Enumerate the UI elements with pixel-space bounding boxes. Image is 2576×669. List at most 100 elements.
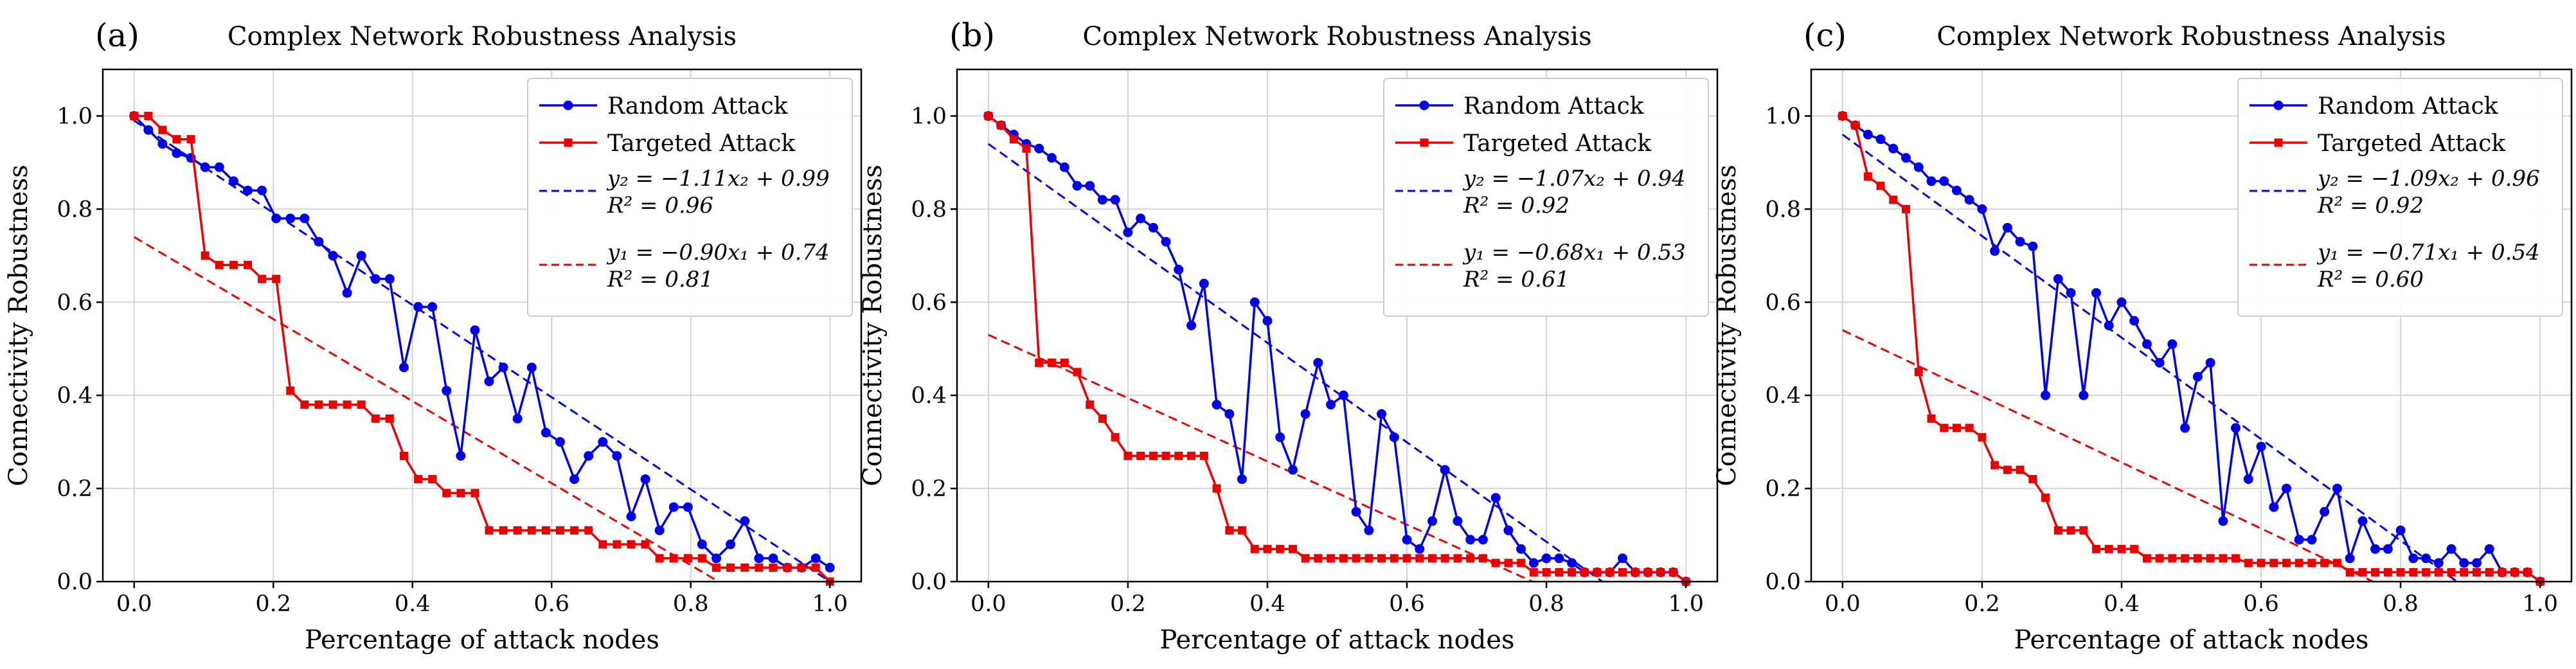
targeted-attack-point [1149, 451, 1158, 460]
random-attack-point [1440, 465, 1450, 475]
legend-fit-targeted-equation: y₁ = −0.90x₁ + 0.74 [606, 240, 830, 265]
y-axis-label: Connectivity Robustness [858, 165, 888, 486]
legend-fit-random-equation: y₂ = −1.11x₂ + 0.99 [606, 166, 830, 192]
targeted-attack-point [1555, 568, 1564, 577]
targeted-attack-point [1440, 554, 1449, 563]
targeted-attack-point [1529, 568, 1538, 577]
x-axis-label: Percentage of attack nodes [2014, 625, 2368, 655]
targeted-attack-point [1225, 526, 1234, 535]
random-attack-point [2320, 506, 2330, 517]
targeted-attack-point [712, 563, 721, 572]
targeted-attack-point [2079, 526, 2088, 535]
targeted-attack-point [1568, 568, 1577, 577]
y-tick-label: 0.6 [57, 290, 93, 316]
random-attack-point [754, 553, 764, 564]
random-attack-point [228, 176, 238, 186]
legend-fit-random-r2: R² = 0.92 [1463, 193, 1570, 219]
x-tick-label: 1.0 [1668, 591, 1704, 617]
targeted-attack-point [627, 540, 636, 549]
targeted-attack-point [1978, 433, 1987, 442]
targeted-attack-point [1301, 554, 1310, 563]
random-attack-point [1237, 474, 1247, 485]
x-tick-label: 0.4 [2104, 591, 2140, 617]
random-attack-point [2053, 274, 2063, 284]
random-attack-point [1161, 236, 1171, 247]
x-tick-label: 0.0 [1825, 591, 1861, 617]
random-attack-point [1338, 390, 1348, 400]
x-tick-label: 0.4 [395, 591, 431, 617]
legend-targeted-label: Targeted Attack [607, 130, 796, 157]
targeted-attack-point [2028, 475, 2037, 484]
random-attack-point [356, 251, 366, 261]
random-attack-point [242, 185, 253, 195]
targeted-attack-point [1478, 554, 1487, 563]
random-attack-point [1618, 553, 1628, 564]
random-attack-point [1875, 134, 1886, 145]
targeted-attack-point [1212, 484, 1221, 493]
targeted-attack-point [2142, 554, 2151, 563]
random-attack-point [654, 525, 665, 535]
targeted-attack-point [1022, 144, 1031, 153]
targeted-attack-point [1838, 111, 1847, 120]
targeted-attack-point [997, 121, 1006, 130]
random-attack-point [1199, 278, 1209, 289]
random-attack-point [1300, 409, 1310, 419]
targeted-attack-point [1377, 554, 1386, 563]
targeted-attack-point [1339, 554, 1348, 563]
targeted-attack-point [186, 135, 195, 144]
random-attack-point [1085, 181, 1095, 191]
random-attack-point [2345, 553, 2355, 564]
targeted-attack-point [2320, 558, 2329, 567]
random-attack-point [2192, 371, 2203, 382]
targeted-attack-point [783, 563, 792, 572]
legend-fit-targeted-r2: R² = 0.61 [1463, 267, 1570, 292]
random-attack-point [668, 502, 679, 512]
y-axis-label: Connectivity Robustness [4, 165, 33, 486]
random-attack-point [2028, 241, 2038, 251]
random-attack-point [427, 302, 438, 312]
random-attack-point [172, 148, 182, 158]
targeted-attack-point [1965, 424, 1974, 433]
targeted-attack-point [2244, 558, 2253, 567]
legend-fit-random-equation: y₂ = −1.07x₂ + 0.94 [1462, 166, 1686, 192]
targeted-attack-point [1060, 358, 1069, 367]
random-attack-point [2484, 544, 2494, 554]
targeted-attack-point [2409, 568, 2418, 577]
fit_targeted-line [1842, 329, 2374, 583]
targeted-attack-point [2168, 554, 2177, 563]
random-attack-point [1977, 204, 1987, 214]
targeted-attack-point [2041, 494, 2050, 503]
targeted-attack-point [229, 260, 238, 269]
targeted-attack-point [1390, 554, 1399, 563]
random-attack-point [413, 302, 424, 312]
targeted-attack-point [1086, 400, 1095, 409]
targeted-attack-point [328, 400, 337, 409]
targeted-attack-point [1136, 451, 1145, 460]
targeted-attack-point [272, 274, 281, 283]
random-attack-point [1939, 176, 1949, 186]
random-attack-point [1951, 185, 1962, 195]
random-attack-point [555, 437, 565, 447]
random-attack-point [1863, 129, 1873, 139]
random-attack-point [1528, 558, 1539, 568]
random-attack-point [2383, 544, 2393, 554]
random-attack-point [1287, 465, 1298, 475]
random-attack-point [1567, 558, 1577, 568]
random-attack-point [2459, 558, 2469, 568]
x-axis-label: Percentage of attack nodes [305, 625, 659, 655]
y-tick-label: 1.0 [1765, 103, 1801, 129]
legend-random-marker [2273, 100, 2284, 111]
legend-fit-random-r2: R² = 0.96 [607, 193, 713, 219]
targeted-attack-point [1593, 568, 1602, 577]
legend-targeted-marker [564, 138, 573, 147]
x-tick-label: 0.8 [2383, 591, 2419, 617]
targeted-attack-point [1656, 568, 1665, 577]
chart-title: Complex Network Robustness Analysis [228, 22, 737, 51]
targeted-attack-point [1035, 358, 1044, 367]
x-tick-label: 0.2 [255, 591, 291, 617]
x-tick-label: 1.0 [2522, 591, 2558, 617]
random-attack-point [2408, 553, 2419, 564]
chart-title: Complex Network Robustness Analysis [1082, 22, 1591, 51]
targeted-attack-point [1161, 451, 1170, 460]
targeted-attack-point [1237, 526, 1246, 535]
